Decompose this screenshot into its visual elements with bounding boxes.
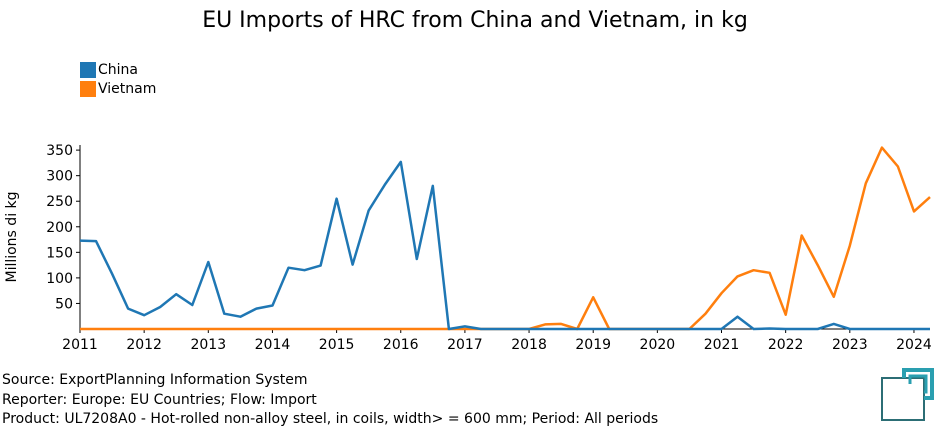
- legend-swatch-vietnam: [80, 80, 96, 97]
- legend-label-vietnam: Vietnam: [98, 80, 157, 97]
- product-line: Product: UL7208A0 - Hot-rolled non-alloy…: [2, 411, 659, 427]
- x-tick-label: 2019: [575, 337, 611, 353]
- x-tick-label: 2015: [319, 337, 355, 353]
- x-tick-label: 2017: [447, 337, 483, 353]
- x-tick-label: 2012: [126, 337, 162, 353]
- reporter-line: Reporter: Europe: EU Countries; Flow: Im…: [2, 391, 317, 408]
- y-tick-label: 100: [46, 271, 73, 287]
- y-tick-label: 350: [46, 143, 73, 159]
- legend: China Vietnam: [80, 60, 156, 98]
- y-tick-label: 300: [46, 169, 73, 185]
- x-tick-label: 2023: [832, 337, 868, 353]
- x-tick-label: 2022: [768, 337, 804, 353]
- chart-title: EU Imports of HRC from China and Vietnam…: [202, 8, 748, 33]
- x-tick-label: 2014: [255, 337, 291, 353]
- x-tick-label: 2011: [62, 337, 98, 353]
- y-tick-label: 200: [46, 220, 73, 236]
- x-tick-label: 2013: [190, 337, 226, 353]
- x-tick-label: 2020: [640, 337, 676, 353]
- x-tick-label: 2021: [704, 337, 740, 353]
- x-tick-label: 2018: [511, 337, 547, 353]
- legend-item-vietnam: Vietnam: [80, 79, 156, 98]
- x-tick-label: 2024: [896, 337, 932, 353]
- legend-label-china: China: [98, 61, 138, 78]
- legend-item-china: China: [80, 60, 156, 79]
- y-axis-label: Millions di kg: [4, 191, 20, 282]
- legend-swatch-china: [80, 61, 96, 78]
- series-line-china: [79, 160, 930, 331]
- series-line-vietnam: [80, 146, 931, 331]
- source-notes: Source: ExportPlanning Information Syste…: [2, 371, 658, 430]
- x-tick-label: 2016: [383, 337, 419, 353]
- source-line: Source: ExportPlanning Information Syste…: [2, 372, 308, 388]
- y-tick-label: 50: [55, 296, 73, 312]
- y-tick-label: 150: [46, 245, 73, 261]
- y-tick-label: 250: [46, 194, 73, 210]
- exportplanning-logo-icon: [881, 368, 934, 421]
